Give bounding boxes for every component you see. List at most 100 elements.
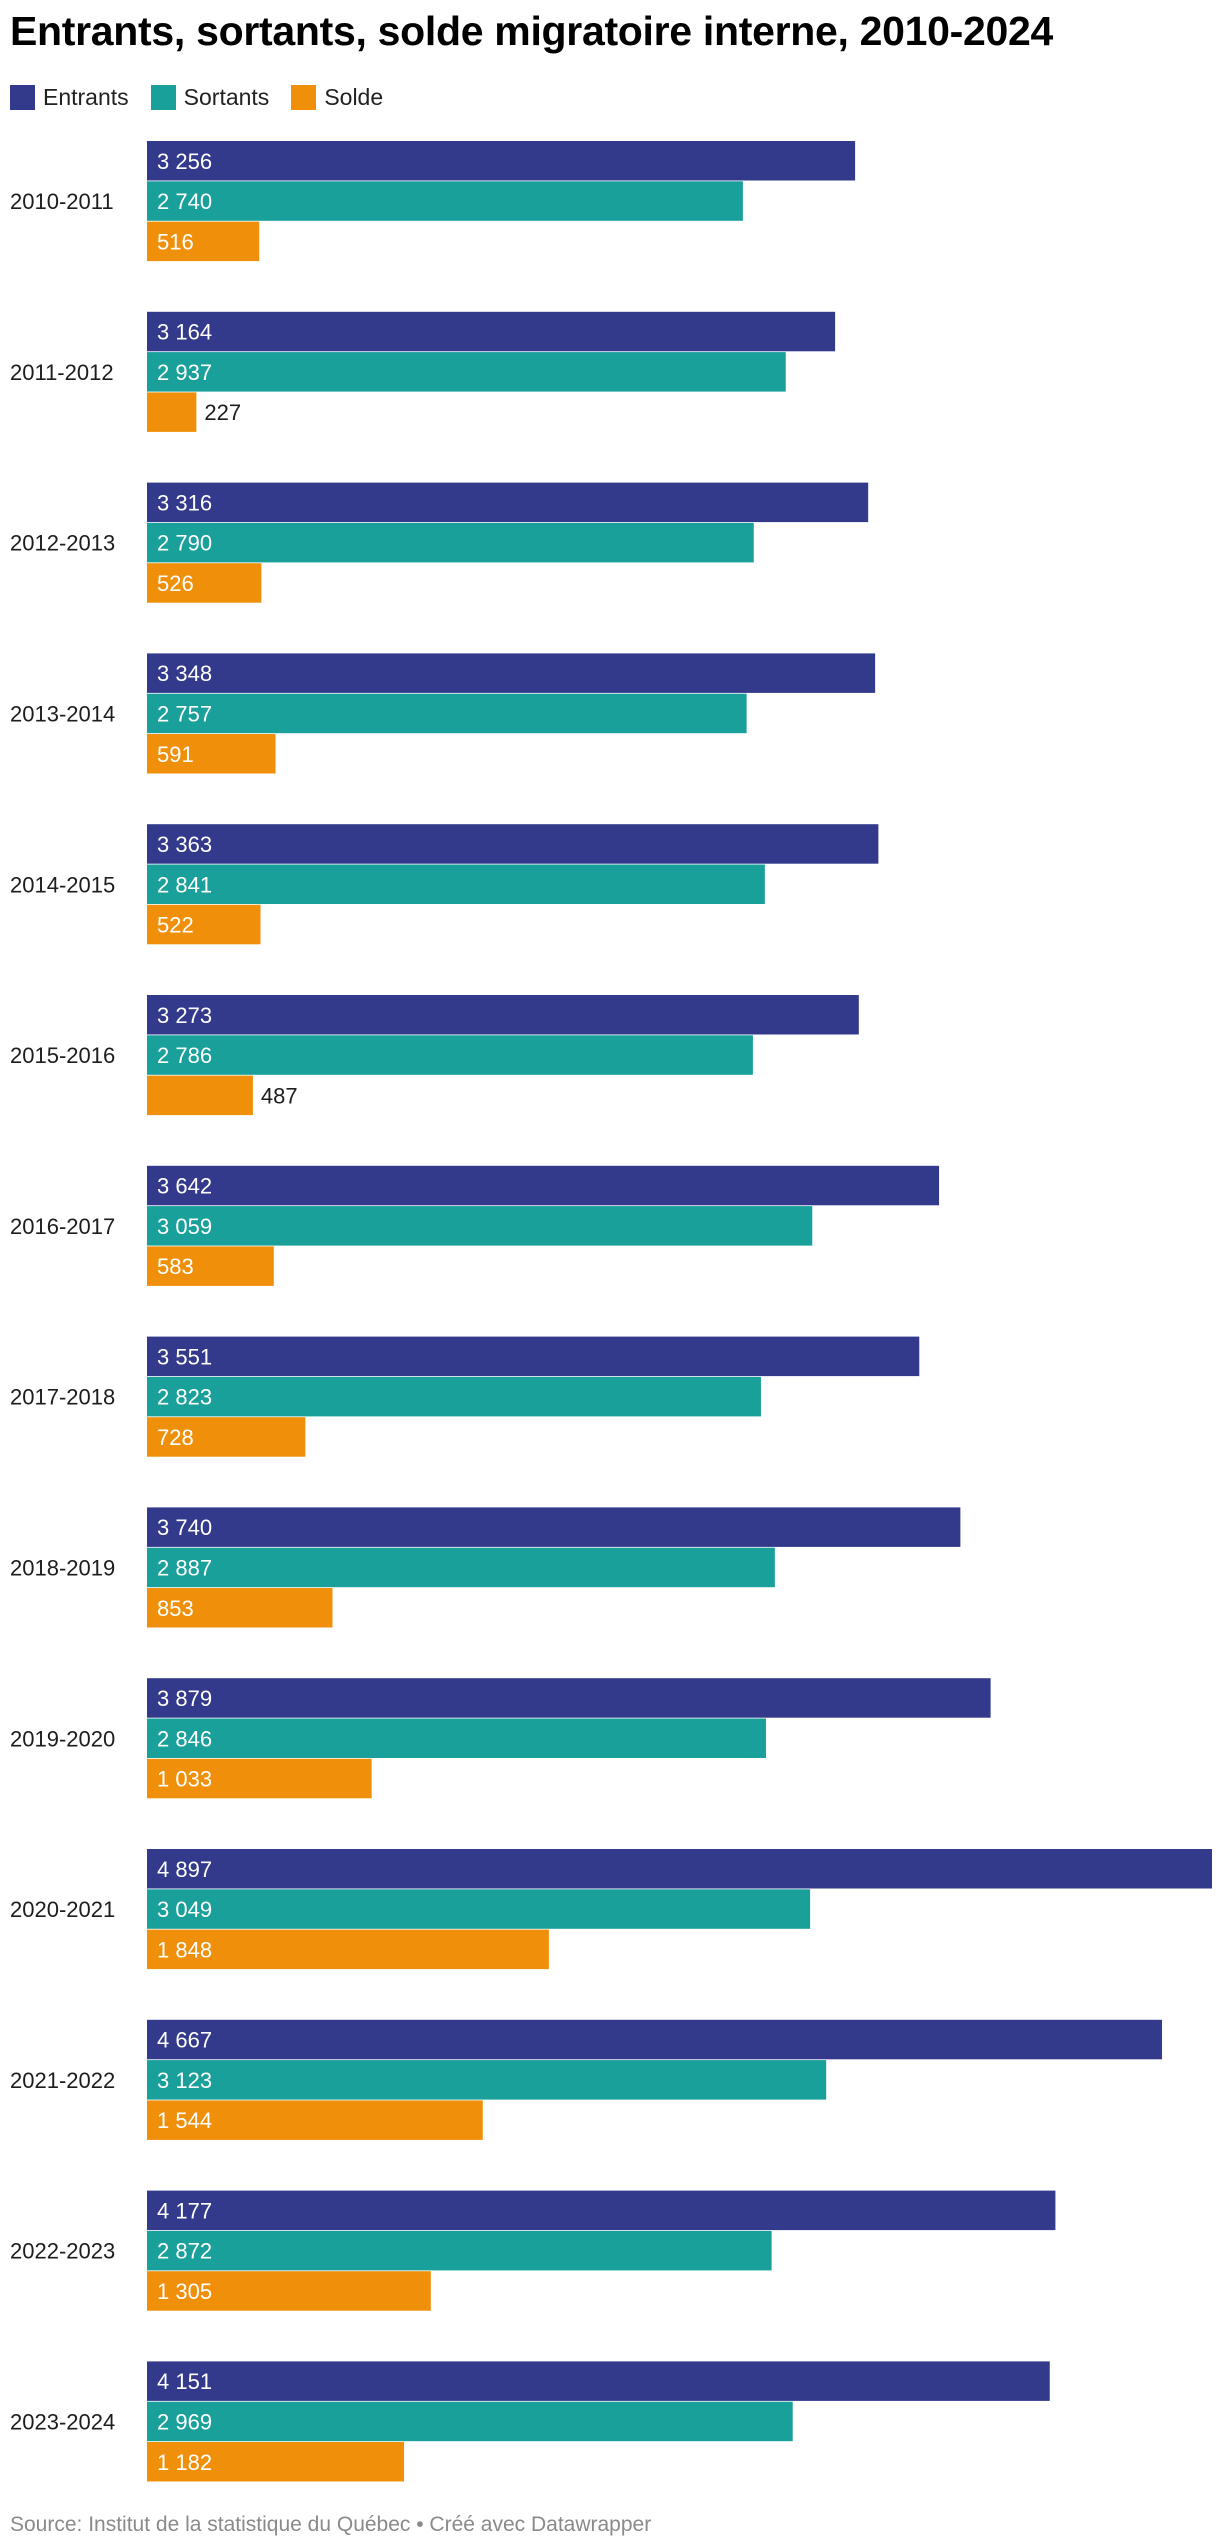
data-label-entrants: 4 897 (157, 1857, 212, 1882)
bar-solde (147, 1417, 306, 1457)
bar-group-2016-2017: 2016-2017 3 642 3 059 583 (10, 1165, 940, 1286)
data-label-entrants: 3 348 (157, 661, 212, 686)
legend-label-sortants: Sortants (183, 84, 270, 110)
bar-group-2017-2018: 2017-2018 3 551 2 823 728 (10, 1336, 920, 1457)
legend-swatch-sortants (150, 85, 176, 110)
bar-entrants (147, 311, 836, 352)
data-label-sortants: 2 846 (157, 1726, 212, 1751)
bar-entrants (147, 482, 869, 523)
bar-solde (147, 392, 197, 432)
category-label: 2022-2023 (10, 2239, 115, 2264)
bar-sortants (147, 2230, 772, 2271)
legend-item-solde: Solde (291, 84, 383, 111)
data-label-entrants: 4 667 (157, 2028, 212, 2053)
bar-sortants (147, 1376, 761, 1417)
bar-entrants (147, 1507, 961, 1547)
bar-entrants (147, 141, 856, 181)
data-label-entrants: 4 151 (157, 2369, 212, 2394)
legend: Entrants Sortants Solde (10, 84, 405, 111)
bar-sortants (147, 693, 747, 734)
bar-entrants (147, 1678, 991, 1718)
legend-item-entrants: Entrants (10, 84, 129, 111)
bar-entrants (147, 1336, 920, 1377)
data-label-solde: 583 (157, 1254, 194, 1279)
bar-sortants (147, 864, 765, 904)
legend-label-entrants: Entrants (43, 84, 129, 110)
bar-sortants (147, 1547, 775, 1588)
category-label: 2021-2022 (10, 2068, 115, 2093)
data-label-solde: 522 (157, 913, 194, 938)
data-label-solde: 728 (157, 1425, 194, 1450)
bar-group-2021-2022: 2021-2022 4 667 3 123 1 544 (10, 2019, 1162, 2140)
bar-entrants (147, 824, 879, 864)
data-label-sortants: 2 969 (157, 2409, 212, 2434)
bar-sortants (147, 1889, 811, 1929)
bar-group-2015-2016: 2015-2016 3 273 2 786 487 (10, 995, 859, 1116)
legend-swatch-solde (291, 85, 317, 110)
category-label: 2023-2024 (10, 2409, 115, 2434)
bar-entrants (147, 2190, 1056, 2231)
bar-entrants (147, 1165, 940, 1206)
data-label-sortants: 2 757 (157, 701, 212, 726)
bar-group-2019-2020: 2019-2020 3 879 2 846 1 033 (10, 1678, 991, 1799)
category-label: 2011-2012 (10, 360, 114, 385)
category-label: 2016-2017 (10, 1214, 115, 1239)
data-label-entrants: 3 363 (157, 832, 212, 857)
category-label: 2013-2014 (10, 701, 115, 726)
source-note: Source: Institut de la statistique du Qu… (10, 2513, 652, 2536)
legend-item-sortants: Sortants (150, 84, 270, 111)
legend-label-solde: Solde (324, 84, 384, 110)
bar-solde (147, 2442, 405, 2482)
data-label-solde: 227 (204, 400, 241, 425)
bar-entrants (147, 2361, 1050, 2401)
category-label: 2020-2021 (10, 1897, 115, 1922)
data-label-entrants: 3 316 (157, 490, 212, 515)
data-label-sortants: 2 937 (157, 360, 212, 385)
data-label-solde: 591 (157, 742, 194, 767)
data-label-solde: 1 033 (157, 1767, 212, 1792)
bar-sortants (147, 1718, 766, 1758)
bar-group-2020-2021: 2020-2021 4 897 3 049 1 848 (10, 1849, 1212, 1970)
data-label-entrants: 3 256 (157, 149, 212, 174)
data-label-entrants: 3 273 (157, 1003, 212, 1028)
data-label-sortants: 3 123 (157, 2068, 212, 2093)
data-label-solde: 487 (261, 1083, 298, 1108)
data-label-sortants: 3 049 (157, 1897, 212, 1922)
data-label-entrants: 4 177 (157, 2198, 212, 2223)
bar-group-2022-2023: 2022-2023 4 177 2 872 1 305 (10, 2190, 1056, 2311)
legend-swatch-entrants (10, 85, 35, 110)
bar-sortants (147, 2401, 793, 2442)
data-label-entrants: 3 740 (157, 1515, 212, 1540)
data-label-entrants: 3 879 (157, 1686, 212, 1711)
bar-entrants (147, 995, 859, 1035)
bar-solde (147, 1758, 372, 1799)
data-label-sortants: 2 887 (157, 1555, 212, 1580)
data-label-solde: 1 182 (157, 2450, 212, 2475)
bar-sortants (147, 1035, 753, 1075)
data-label-solde: 1 544 (157, 2108, 212, 2133)
data-label-solde: 1 305 (157, 2279, 212, 2304)
category-label: 2017-2018 (10, 1385, 115, 1410)
bar-sortants (147, 522, 754, 563)
data-label-solde: 1 848 (157, 1937, 212, 1962)
bar-solde (147, 2100, 483, 2140)
data-label-sortants: 2 823 (157, 1385, 212, 1410)
data-label-solde: 516 (157, 229, 194, 254)
data-label-sortants: 2 740 (157, 189, 212, 214)
category-label: 2010-2011 (10, 189, 114, 214)
data-label-sortants: 2 872 (157, 2239, 212, 2264)
data-label-entrants: 3 642 (157, 1174, 212, 1199)
bar-entrants (147, 1849, 1212, 1889)
bar-sortants (147, 2060, 827, 2100)
category-label: 2014-2015 (10, 872, 115, 897)
data-label-sortants: 2 841 (157, 872, 212, 897)
data-label-entrants: 3 551 (157, 1344, 212, 1369)
bar-solde (147, 1588, 333, 1628)
bar-solde (147, 1929, 549, 1970)
category-label: 2018-2019 (10, 1555, 115, 1580)
bar-solde (147, 221, 260, 262)
bar-entrants (147, 2019, 1162, 2060)
data-label-solde: 526 (157, 571, 194, 596)
bar-group-2014-2015: 2014-2015 3 363 2 841 522 (10, 824, 879, 945)
